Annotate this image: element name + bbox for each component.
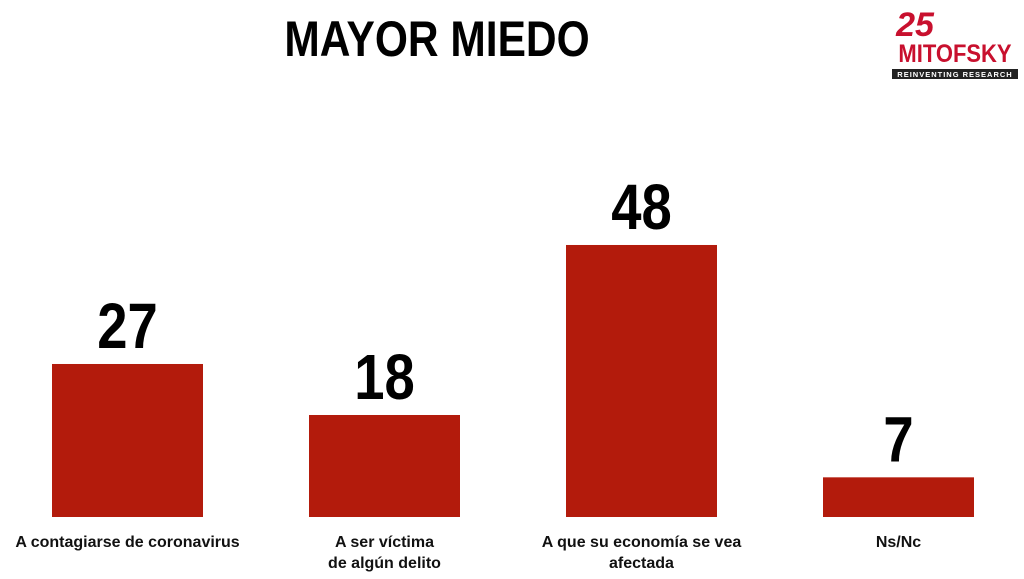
value-label: 18 [354,341,414,413]
logo-name: MITOFSKY [898,40,1011,68]
logo-band [892,69,1018,79]
category-label: Ns/Nc [875,534,922,551]
bar [566,244,717,517]
category-label: A ser víctima de algún delito [328,534,441,572]
bar [823,477,974,517]
bar [309,414,460,517]
value-label: 27 [97,290,157,362]
bar [52,363,203,517]
category-label: A contagiarse de coronavirus [15,534,240,551]
category-label: A que su economía se vea afectada [541,534,742,572]
logo: 25 MITOFSKY REINVENTING RESEARCH [892,6,1018,79]
value-label: 7 [883,403,913,475]
logo-number: 25 [895,6,935,44]
chart-title: MAYOR MIEDO [284,11,589,67]
logo-tagline: REINVENTING RESEARCH [897,70,1012,79]
value-label: 48 [611,171,671,243]
